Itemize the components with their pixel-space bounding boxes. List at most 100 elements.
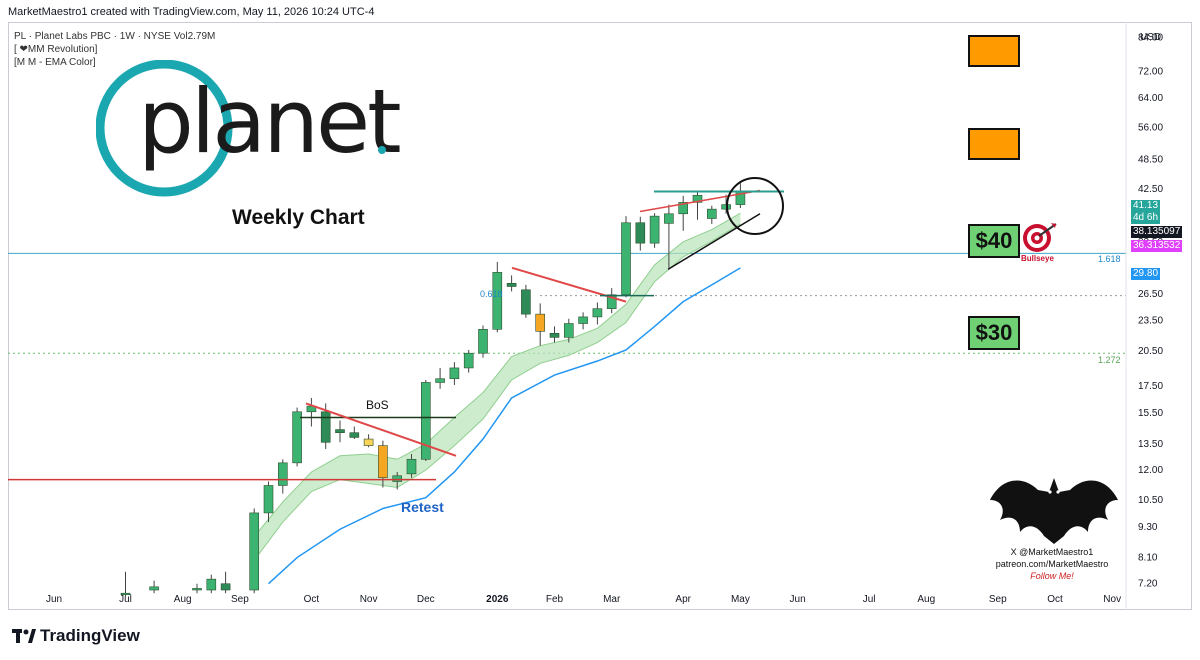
- candle-body: [420, 382, 431, 460]
- patreon-link[interactable]: patreon.com/MarketMaestro: [995, 559, 1109, 569]
- y-tick-label: 13.50: [1138, 439, 1163, 450]
- fib-0618-label: 0.618: [480, 289, 503, 299]
- x-tick-label: Jul: [119, 594, 132, 605]
- candle-body: [692, 194, 703, 203]
- retest-label: Retest: [401, 499, 444, 515]
- candle-body: [263, 485, 274, 514]
- candle-body: [149, 586, 159, 591]
- indicator-ema-color[interactable]: [M M - EMA Color]: [14, 57, 96, 68]
- candle-body: [549, 333, 560, 338]
- candle-body: [292, 411, 302, 464]
- candle-body: [449, 367, 460, 380]
- candle-body: [592, 308, 603, 318]
- y-tick-label: 8.10: [1138, 553, 1158, 564]
- x-tick-label: 2026: [486, 594, 509, 605]
- ema-fast-line: [253, 212, 741, 537]
- chart-title: Weekly Chart: [232, 206, 365, 229]
- candle-body: [363, 438, 374, 446]
- x-tick-label: Nov: [1103, 594, 1121, 605]
- x-tick-label: Nov: [360, 594, 378, 605]
- x-tick-label: Jun: [790, 594, 806, 605]
- chart-frame: [8, 22, 1192, 610]
- candle-body: [463, 352, 474, 369]
- bos-label: BoS: [366, 398, 389, 412]
- y-tick-label: 7.20: [1138, 579, 1158, 590]
- x-tick-label: Oct: [304, 594, 320, 605]
- x-tick-label: Feb: [546, 594, 564, 605]
- y-tick-label: 48.50: [1138, 155, 1163, 166]
- y-tick-label: 26.50: [1138, 289, 1163, 300]
- y-tick-label: 15.50: [1138, 408, 1163, 419]
- x-tick-label: Mar: [603, 594, 621, 605]
- candle-body: [664, 213, 674, 224]
- upper-wedge-line: [639, 189, 761, 213]
- candle-body: [706, 208, 717, 219]
- candle-body: [521, 289, 531, 315]
- x-tick-label: Aug: [917, 594, 935, 605]
- candle-body: [206, 578, 217, 591]
- candle-body: [678, 202, 689, 215]
- y-tick-label: 23.50: [1138, 316, 1163, 327]
- y-tick-label: 17.50: [1138, 381, 1163, 392]
- logo-wordmark: planet: [138, 70, 402, 173]
- x-tick-label: Aug: [174, 594, 192, 605]
- candle-body: [506, 282, 517, 287]
- x-tick-label: Sep: [989, 594, 1007, 605]
- currency-label: USD: [1140, 32, 1161, 43]
- target-40-box[interactable]: $40: [968, 224, 1020, 258]
- downtrend-line-1: [305, 402, 457, 457]
- candle-body: [335, 429, 345, 433]
- candle-body: [649, 215, 660, 244]
- candle-body: [606, 294, 617, 309]
- last-price-tag: 41.13: [1131, 200, 1161, 212]
- candle-body: [220, 583, 231, 591]
- indicator-mm-revolution[interactable]: [ ❤MM Revolution]: [14, 44, 98, 55]
- y-tick-label: 12.00: [1138, 465, 1163, 476]
- x-tick-label: Jun: [46, 594, 62, 605]
- target-box-orange-1[interactable]: [968, 35, 1020, 67]
- fib-1272-label: 1.272: [1098, 355, 1121, 365]
- ema3-tag: 29.80: [1131, 268, 1161, 280]
- candle-body: [349, 432, 360, 438]
- bat-logo: [990, 478, 1118, 544]
- target-box-orange-2[interactable]: [968, 128, 1020, 160]
- follow-text: Follow Me!: [1030, 571, 1074, 581]
- y-tick-label: 56.00: [1138, 123, 1163, 134]
- ema-slow-line: [253, 223, 741, 561]
- target-30-box[interactable]: $30: [968, 316, 1020, 350]
- x-tick-label: Apr: [675, 594, 691, 605]
- bar-countdown-tag: 4d 6h: [1131, 212, 1161, 224]
- y-tick-label: 20.50: [1138, 346, 1163, 357]
- candle-body: [563, 323, 574, 338]
- bullseye-label: Bullseye: [1021, 254, 1054, 263]
- candle-body: [406, 458, 417, 475]
- chart-legend: PL · Planet Labs PBC · 1W · NYSE Vol2.79…: [14, 30, 215, 69]
- symbol-info[interactable]: PL · Planet Labs PBC · 1W · NYSE Vol2.79…: [14, 31, 216, 42]
- lower-wedge-line: [667, 213, 761, 270]
- candle-body: [378, 445, 388, 478]
- focus-circle: [726, 177, 784, 235]
- candle-body: [120, 592, 131, 596]
- y-tick-label: 9.30: [1138, 522, 1158, 533]
- x-handle[interactable]: X @MarketMaestro1: [1010, 547, 1094, 557]
- candle-body: [621, 222, 631, 296]
- candle-body: [492, 272, 503, 330]
- candle-body: [478, 329, 488, 354]
- x-tick-label: Dec: [417, 594, 435, 605]
- ema1-tag: 38.135097: [1131, 226, 1183, 238]
- x-tick-label: Jul: [863, 594, 876, 605]
- ema2-tag: 36.313532: [1131, 240, 1183, 252]
- ema-long-line: [267, 267, 741, 585]
- candle-body: [392, 475, 403, 482]
- logo-dot: [378, 146, 386, 154]
- bullseye-icon: [1023, 223, 1057, 252]
- tradingview-mark-icon: [12, 629, 36, 643]
- x-tick-label: Oct: [1047, 594, 1063, 605]
- tradingview-brand: TradingView: [40, 626, 140, 645]
- x-tick-label: May: [731, 594, 750, 605]
- tradingview-logo[interactable]: TradingView: [12, 626, 140, 646]
- candle-body: [535, 313, 546, 332]
- candle-body: [277, 462, 288, 486]
- x-tick-label: Sep: [231, 594, 249, 605]
